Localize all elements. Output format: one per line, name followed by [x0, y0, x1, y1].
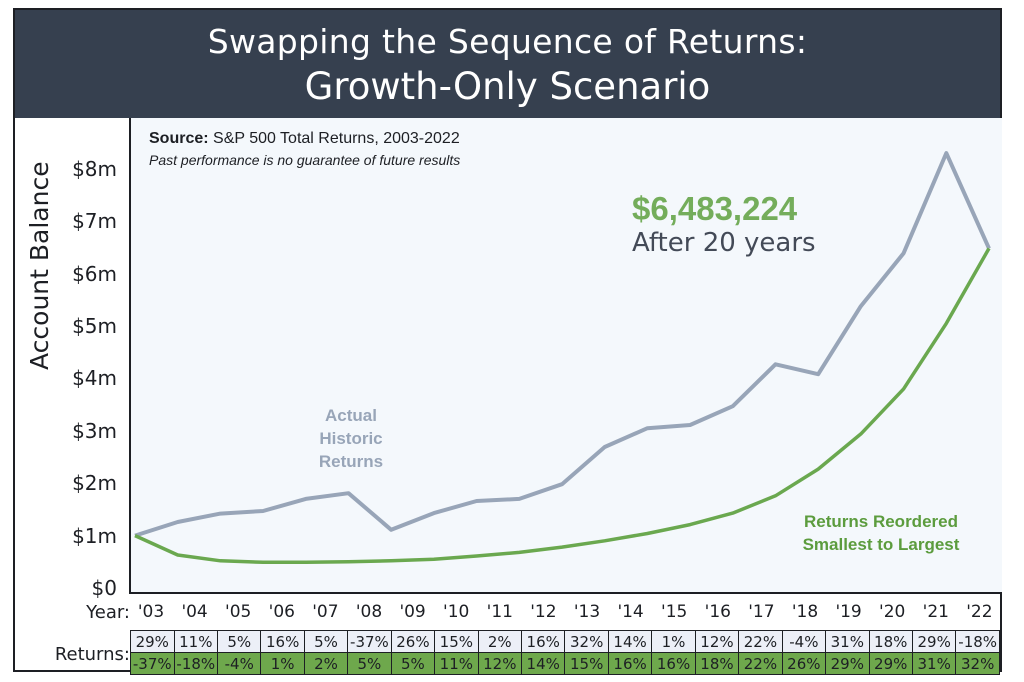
source-text: S&P 500 Total Returns, 2003-2022	[213, 130, 460, 147]
y-tick-label: $6m	[72, 261, 117, 286]
x-tick-label: '12	[530, 602, 557, 622]
reordered-return-cell: 32%	[955, 652, 1000, 675]
chart-frame: Swapping the Sequence of Returns: Growth…	[13, 8, 1002, 675]
actual-return-cell: 1%	[651, 630, 696, 653]
reordered-return-cell: 29%	[825, 652, 870, 675]
line-chart	[134, 151, 991, 565]
source-label: Source:	[149, 130, 209, 147]
x-axis-years: '03 '04 '05 '06 '07 '08 '09 '10 '11 '12 '13 '14 '15 '…	[129, 602, 1002, 626]
x-tick-label: '13	[573, 602, 601, 622]
reordered-series-label: Returns Reordered Smallest to Largest	[776, 510, 986, 556]
reordered-return-cell: 5%	[390, 652, 436, 675]
x-tick-label: '06	[268, 602, 295, 622]
x-tick-label: '11	[486, 602, 513, 622]
actual-return-cell: 29%	[130, 630, 175, 653]
reordered-return-cell: 26%	[781, 652, 827, 675]
x-tick-label: '05	[225, 602, 252, 622]
returns-row-title: Returns:	[54, 644, 130, 665]
x-tick-label: '03	[137, 602, 165, 622]
actual-return-cell: -37%	[347, 630, 392, 653]
actual-label-line: Historic	[319, 429, 383, 448]
x-tick-label: '20	[879, 602, 906, 622]
actual-returns-row: 29% 11% 5% 16% 5% -37% 26% 15% 2% 16% 32% 14% 1% 12% 2…	[130, 630, 1000, 653]
actual-return-cell: 22%	[738, 630, 783, 653]
x-tick-label: '16	[704, 602, 731, 622]
y-tick-label: $0	[91, 576, 117, 600]
reordered-return-cell: 5%	[347, 652, 392, 675]
reordered-return-cell: 2%	[303, 652, 349, 675]
chart-header: Swapping the Sequence of Returns: Growth…	[15, 10, 1000, 118]
actual-return-cell: 16%	[260, 630, 305, 653]
actual-label-line: Returns	[318, 452, 384, 471]
reordered-return-cell: -18%	[173, 652, 219, 675]
actual-return-cell: -4%	[781, 630, 827, 653]
reordered-return-cell: -37%	[130, 652, 175, 675]
actual-return-cell: 5%	[303, 630, 349, 653]
y-tick-label: $5m	[72, 314, 117, 338]
year-row-title: Year:	[86, 602, 130, 623]
reordered-return-cell: 16%	[651, 652, 696, 675]
reordered-return-cell: 31%	[911, 652, 957, 675]
x-tick-label: '18	[791, 602, 819, 622]
actual-return-cell: 32%	[564, 630, 609, 653]
plot-area: Source: S&P 500 Total Returns, 2003-2022…	[129, 118, 1002, 594]
actual-return-cell: 16%	[520, 630, 566, 653]
reordered-return-cell: 18%	[694, 652, 740, 675]
actual-series-label: Actual Historic Returns	[296, 404, 406, 473]
source-note: Source: S&P 500 Total Returns, 2003-2022	[149, 130, 460, 148]
reordered-return-cell: -4%	[217, 652, 262, 675]
actual-returns-line	[134, 151, 991, 538]
final-value: $6,483,224	[632, 190, 798, 227]
reordered-return-cell: 29%	[868, 652, 913, 675]
x-tick-label: '22	[966, 602, 993, 622]
y-tick-label: $4m	[72, 366, 117, 391]
chart-title-line1: Swapping the Sequence of Returns:	[207, 22, 808, 61]
actual-return-cell: 12%	[694, 630, 740, 653]
x-tick-label: '10	[443, 602, 470, 622]
actual-return-cell: 14%	[607, 630, 653, 653]
disclaimer: Past performance is no guarantee of futu…	[149, 152, 461, 168]
reordered-return-cell: 1%	[260, 652, 305, 675]
reordered-return-cell: 12%	[477, 652, 523, 675]
x-tick-label: '17	[748, 602, 775, 622]
y-tick-label: $3m	[72, 418, 117, 443]
returns-table: 29% 11% 5% 16% 5% -37% 26% 15% 2% 16% 32% 14% 1% 12% 2…	[130, 630, 1000, 675]
x-tick-label: '07	[312, 602, 339, 622]
y-tick-label: $2m	[72, 471, 117, 496]
reordered-return-cell: 14%	[520, 652, 566, 675]
reordered-return-cell: 16%	[607, 652, 653, 675]
y-tick-label: $1m	[72, 523, 117, 548]
y-tick-label: $8m	[72, 156, 117, 181]
x-tick-label: '04	[181, 602, 208, 622]
actual-return-cell: 15%	[434, 630, 479, 653]
x-tick-label: '09	[399, 602, 426, 622]
x-tick-label: '15	[661, 602, 688, 622]
x-tick-label: '08	[355, 602, 383, 622]
reordered-returns-line	[134, 247, 991, 565]
actual-return-cell: 18%	[868, 630, 913, 653]
reordered-return-cell: 22%	[738, 652, 783, 675]
reordered-label-line: Returns Reordered	[804, 512, 958, 531]
x-tick-label: '19	[835, 602, 862, 622]
actual-return-cell: 11%	[173, 630, 219, 653]
actual-return-cell: 5%	[217, 630, 262, 653]
y-tick-label: $7m	[72, 209, 117, 234]
actual-return-cell: 29%	[911, 630, 957, 653]
actual-return-cell: -18%	[955, 630, 1000, 653]
final-value-caption: After 20 years	[632, 228, 816, 258]
actual-return-cell: 31%	[825, 630, 870, 653]
reordered-returns-row: -37% -18% -4% 1% 2% 5% 5% 11% 12% 14% 15% 16% 16% 18%…	[130, 652, 1000, 675]
reordered-label-line: Smallest to Largest	[802, 535, 960, 554]
actual-return-cell: 2%	[477, 630, 523, 653]
reordered-return-cell: 15%	[564, 652, 609, 675]
chart-title-line2: Growth-Only Scenario	[304, 65, 711, 108]
x-tick-label: '14	[617, 602, 644, 622]
actual-return-cell: 26%	[390, 630, 436, 653]
actual-label-line: Actual	[325, 406, 377, 425]
x-tick-label: '21	[922, 602, 949, 622]
reordered-return-cell: 11%	[434, 652, 479, 675]
